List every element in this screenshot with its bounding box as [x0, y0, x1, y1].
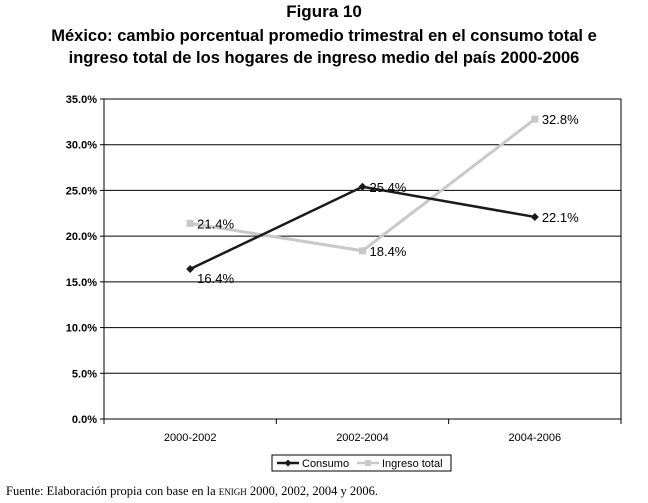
y-tick-label: 15.0%: [66, 277, 97, 289]
series-line-consumo: [189, 185, 536, 271]
source-suffix: 2000, 2002, 2004 y 2006.: [246, 484, 379, 498]
data-point-consumo: [530, 212, 539, 221]
y-tick-label: 35.0%: [66, 94, 97, 106]
data-point-ingreso-total: [359, 247, 366, 255]
x-tick-label: 2004-2006: [509, 432, 562, 444]
source-acronym: enigh: [218, 484, 247, 498]
data-label: 25.4%: [370, 180, 407, 195]
chart-title-line-2: ingreso total de los hogares de ingreso …: [68, 49, 580, 67]
data-label: 22.1%: [542, 210, 579, 225]
data-label: 32.8%: [542, 112, 579, 127]
y-tick-label: 20.0%: [66, 231, 97, 243]
data-point-consumo: [186, 265, 195, 274]
legend-marker: [365, 460, 371, 466]
plot-area: [103, 98, 622, 420]
figure-label: Figura 10: [286, 2, 362, 21]
data-label: 18.4%: [370, 244, 407, 259]
y-tick-label: 25.0%: [66, 185, 97, 197]
chart-title-line-1: México: cambio porcentual promedio trime…: [51, 27, 597, 45]
data-point-consumo: [358, 182, 367, 191]
x-tick-label: 2000-2002: [164, 432, 217, 444]
legend-label: Consumo: [302, 458, 349, 470]
x-tick-label: 2002-2004: [336, 432, 389, 444]
y-tick-label: 0.0%: [72, 414, 97, 426]
data-point-ingreso-total: [186, 219, 194, 227]
data-point-ingreso-total: [531, 115, 539, 123]
y-tick-label: 5.0%: [72, 368, 97, 380]
legend-marker: [284, 459, 292, 467]
legend-label: Ingreso total: [382, 458, 443, 470]
source-prefix: Fuente: Elaboración propia con base en l…: [6, 484, 219, 498]
data-label: 16.4%: [197, 271, 234, 286]
chart-title: México: cambio porcentual promedio trime…: [0, 25, 648, 69]
data-label: 21.4%: [197, 216, 234, 231]
source-note: Fuente: Elaboración propia con base en l…: [6, 484, 378, 499]
y-tick-label: 30.0%: [66, 140, 97, 152]
y-tick-label: 10.0%: [66, 323, 97, 335]
